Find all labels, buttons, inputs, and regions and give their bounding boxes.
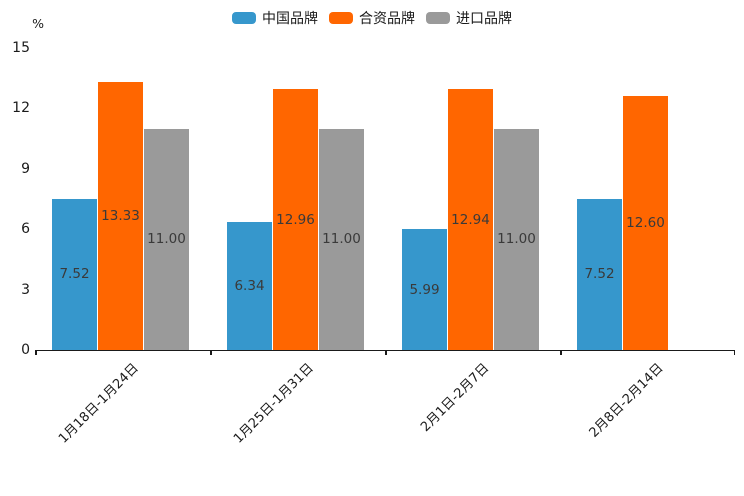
legend-item-import-brand: 进口品牌	[426, 8, 512, 28]
y-tick-label-12: 12	[12, 100, 30, 117]
bar-series2-group1	[319, 128, 364, 350]
bar-series2-group2	[494, 128, 539, 350]
y-tick-label-6: 6	[21, 221, 30, 238]
plot-area: 7.52 6.34 5.99 7.52 13.33 12.96 12.94 12.60 11.0…	[35, 48, 735, 355]
legend-swatch-import-brand	[426, 12, 450, 24]
x-axis-tick	[560, 350, 562, 355]
legend-item-china-brand: 中国品牌	[232, 8, 318, 28]
x-tick-label-group1: 1月25日-1月31日	[231, 360, 317, 447]
x-tick-label-group2: 2月1日-2月7日	[417, 360, 492, 435]
y-tick-label-15: 15	[12, 40, 30, 56]
x-axis-tick	[35, 350, 37, 355]
bar-series0-group2	[402, 229, 447, 350]
legend-label-import-brand: 进口品牌	[456, 11, 512, 27]
bar-series0-group0	[52, 198, 97, 350]
y-axis-unit-label: %	[32, 16, 44, 31]
legend-label-china-brand: 中国品牌	[262, 11, 318, 27]
y-tick-label-0: 0	[21, 342, 30, 358]
legend-label-joint-venture-brand: 合资品牌	[359, 11, 415, 27]
x-tick-label-group3: 2月8日-2月14日	[586, 360, 667, 441]
bar-series0-group1	[227, 222, 272, 350]
bar-series1-group2	[448, 89, 493, 350]
legend-swatch-joint-venture-brand	[329, 12, 353, 24]
legend-swatch-china-brand	[232, 12, 256, 24]
bar-series2-group0	[144, 128, 189, 350]
x-axis-tick	[210, 350, 212, 355]
bar-series1-group3	[623, 96, 668, 350]
legend: 中国品牌 合资品牌 进口品牌	[232, 8, 512, 28]
bar-series0-group3	[577, 198, 622, 350]
y-tick-label-9: 9	[21, 160, 30, 177]
y-tick-label-3: 3	[21, 281, 30, 298]
x-tick-label-group0: 1月18日-1月24日	[56, 360, 142, 447]
legend-item-joint-venture-brand: 合资品牌	[329, 8, 415, 28]
x-axis-tick	[733, 350, 735, 355]
x-axis-tick	[385, 350, 387, 355]
bar-series1-group0	[98, 81, 143, 350]
bar-series1-group1	[273, 89, 318, 350]
